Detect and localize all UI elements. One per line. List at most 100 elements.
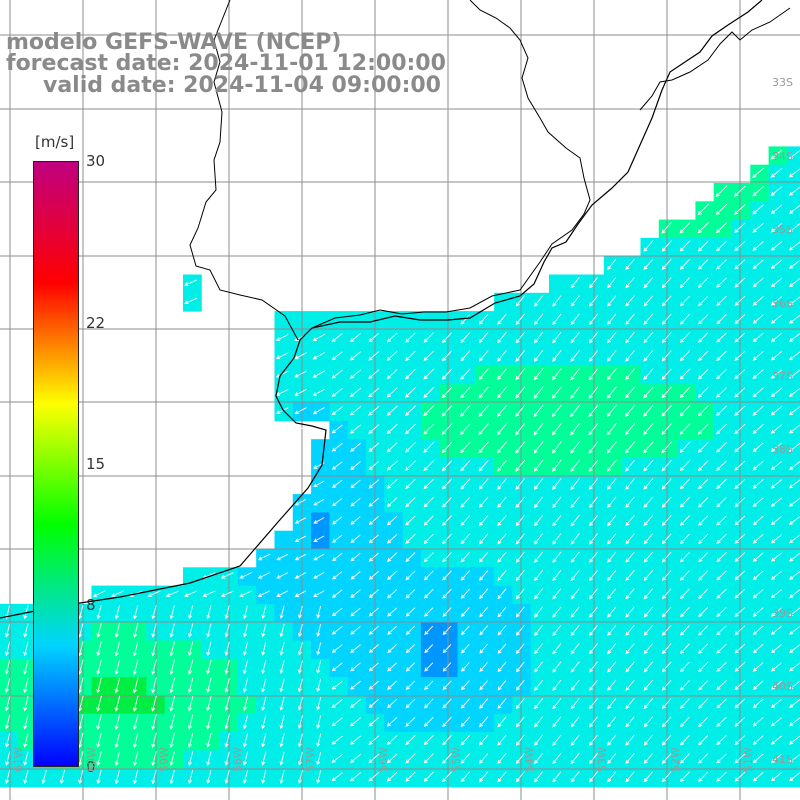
wind-arrow bbox=[552, 734, 562, 746]
wind-speed-cell bbox=[530, 292, 550, 312]
wind-speed-cell bbox=[494, 640, 513, 660]
wind-arrow bbox=[368, 442, 380, 453]
wind-arrow bbox=[386, 460, 398, 471]
wind-speed-cell bbox=[311, 366, 330, 385]
wind-speed-cell bbox=[750, 256, 770, 275]
wind-speed-cell bbox=[347, 384, 367, 404]
wind-speed-cell bbox=[256, 549, 275, 568]
wind-arrow bbox=[589, 716, 598, 728]
wind-arrow bbox=[643, 734, 654, 746]
wind-speed-cell bbox=[494, 530, 513, 550]
wind-speed-cell bbox=[329, 713, 349, 733]
wind-arrow bbox=[734, 295, 746, 306]
wind-speed-cell bbox=[109, 640, 129, 660]
wind-arrow bbox=[368, 625, 379, 635]
wind-arrow bbox=[534, 313, 544, 326]
wind-speed-cell bbox=[384, 311, 404, 330]
wind-arrow bbox=[588, 478, 599, 490]
wind-arrow bbox=[460, 478, 471, 490]
wind-arrow bbox=[716, 570, 727, 581]
wind-speed-cell bbox=[713, 494, 733, 513]
wind-arrow bbox=[297, 733, 303, 748]
wind-arrow bbox=[534, 588, 544, 600]
wind-arrow bbox=[552, 514, 562, 527]
wind-speed-cell bbox=[585, 274, 605, 294]
wind-arrow bbox=[331, 589, 343, 598]
wind-arrow bbox=[442, 515, 452, 526]
wind-speed-cell bbox=[457, 750, 477, 770]
wind-speed-cell bbox=[549, 494, 568, 513]
wind-speed-cell bbox=[164, 622, 184, 641]
wind-arrow bbox=[460, 404, 471, 417]
wind-speed-cell bbox=[494, 603, 513, 623]
wind-arrow bbox=[404, 405, 416, 417]
wind-arrow bbox=[151, 659, 157, 675]
wind-speed-cell bbox=[384, 420, 404, 440]
wind-speed-cell bbox=[603, 494, 623, 513]
wind-arrow bbox=[515, 679, 525, 691]
wind-arrow bbox=[570, 716, 580, 728]
wind-speed-cell bbox=[713, 640, 733, 660]
wind-speed-cell bbox=[677, 530, 696, 550]
wind-speed-cell bbox=[274, 311, 294, 330]
wind-arrow bbox=[788, 406, 800, 416]
wind-arrow bbox=[187, 769, 194, 785]
wind-speed-cell bbox=[237, 768, 257, 788]
wind-arrow bbox=[478, 459, 489, 472]
wind-speed-cell bbox=[109, 622, 129, 641]
wind-speed-cell bbox=[439, 384, 458, 404]
wind-speed-cell bbox=[329, 567, 349, 587]
wind-speed-cell bbox=[347, 494, 367, 513]
wind-speed-cell bbox=[256, 713, 275, 733]
wind-arrow bbox=[442, 698, 452, 709]
wind-speed-cell bbox=[640, 384, 660, 404]
wind-speed-cell bbox=[585, 384, 605, 404]
wind-speed-cell bbox=[549, 457, 568, 477]
wind-speed-cell bbox=[677, 237, 696, 257]
wind-speed-cell bbox=[384, 622, 404, 641]
wind-arrow bbox=[442, 644, 452, 654]
wind-speed-cell bbox=[402, 713, 422, 733]
wind-speed-cell bbox=[640, 475, 660, 495]
wind-arrow bbox=[770, 424, 783, 434]
wind-speed-cell bbox=[603, 695, 623, 715]
wind-arrow bbox=[552, 569, 562, 582]
wind-speed-cell bbox=[622, 695, 641, 715]
wind-speed-cell bbox=[640, 256, 660, 275]
wind-arrow bbox=[588, 368, 599, 381]
wind-arrow bbox=[423, 332, 434, 343]
wind-arrow bbox=[570, 478, 580, 490]
wind-speed-cell bbox=[603, 402, 623, 422]
wind-arrow bbox=[679, 405, 691, 417]
wind-speed-cell bbox=[274, 640, 294, 660]
wind-arrow bbox=[202, 590, 216, 597]
wind-arrow bbox=[698, 734, 709, 746]
wind-speed-cell bbox=[0, 677, 19, 696]
wind-arrow bbox=[242, 659, 249, 675]
wind-arrow bbox=[275, 370, 289, 378]
wind-speed-cell bbox=[732, 713, 751, 733]
wind-speed-cell bbox=[530, 732, 550, 751]
wind-speed-cell bbox=[658, 457, 678, 477]
wind-arrow bbox=[789, 717, 800, 727]
wind-speed-cell bbox=[695, 732, 715, 751]
wind-arrow bbox=[424, 680, 434, 690]
wind-speed-cell bbox=[658, 311, 678, 330]
wind-arrow bbox=[497, 625, 507, 636]
wind-speed-cell bbox=[713, 329, 733, 349]
wind-arrow bbox=[242, 696, 249, 712]
wind-arrow bbox=[405, 662, 416, 672]
wind-speed-cell bbox=[677, 494, 696, 513]
wind-arrow bbox=[752, 479, 764, 489]
wind-speed-cell bbox=[384, 567, 404, 587]
wind-speed-cell bbox=[347, 439, 367, 458]
wind-arrow bbox=[387, 552, 398, 562]
wind-arrow bbox=[679, 313, 690, 325]
wind-arrow bbox=[770, 735, 782, 745]
wind-arrow bbox=[386, 771, 398, 782]
wind-arrow bbox=[661, 753, 672, 764]
wind-speed-cell bbox=[347, 640, 367, 660]
wind-arrow bbox=[588, 313, 599, 326]
wind-arrow bbox=[661, 698, 672, 710]
wind-speed-cell bbox=[713, 677, 733, 696]
